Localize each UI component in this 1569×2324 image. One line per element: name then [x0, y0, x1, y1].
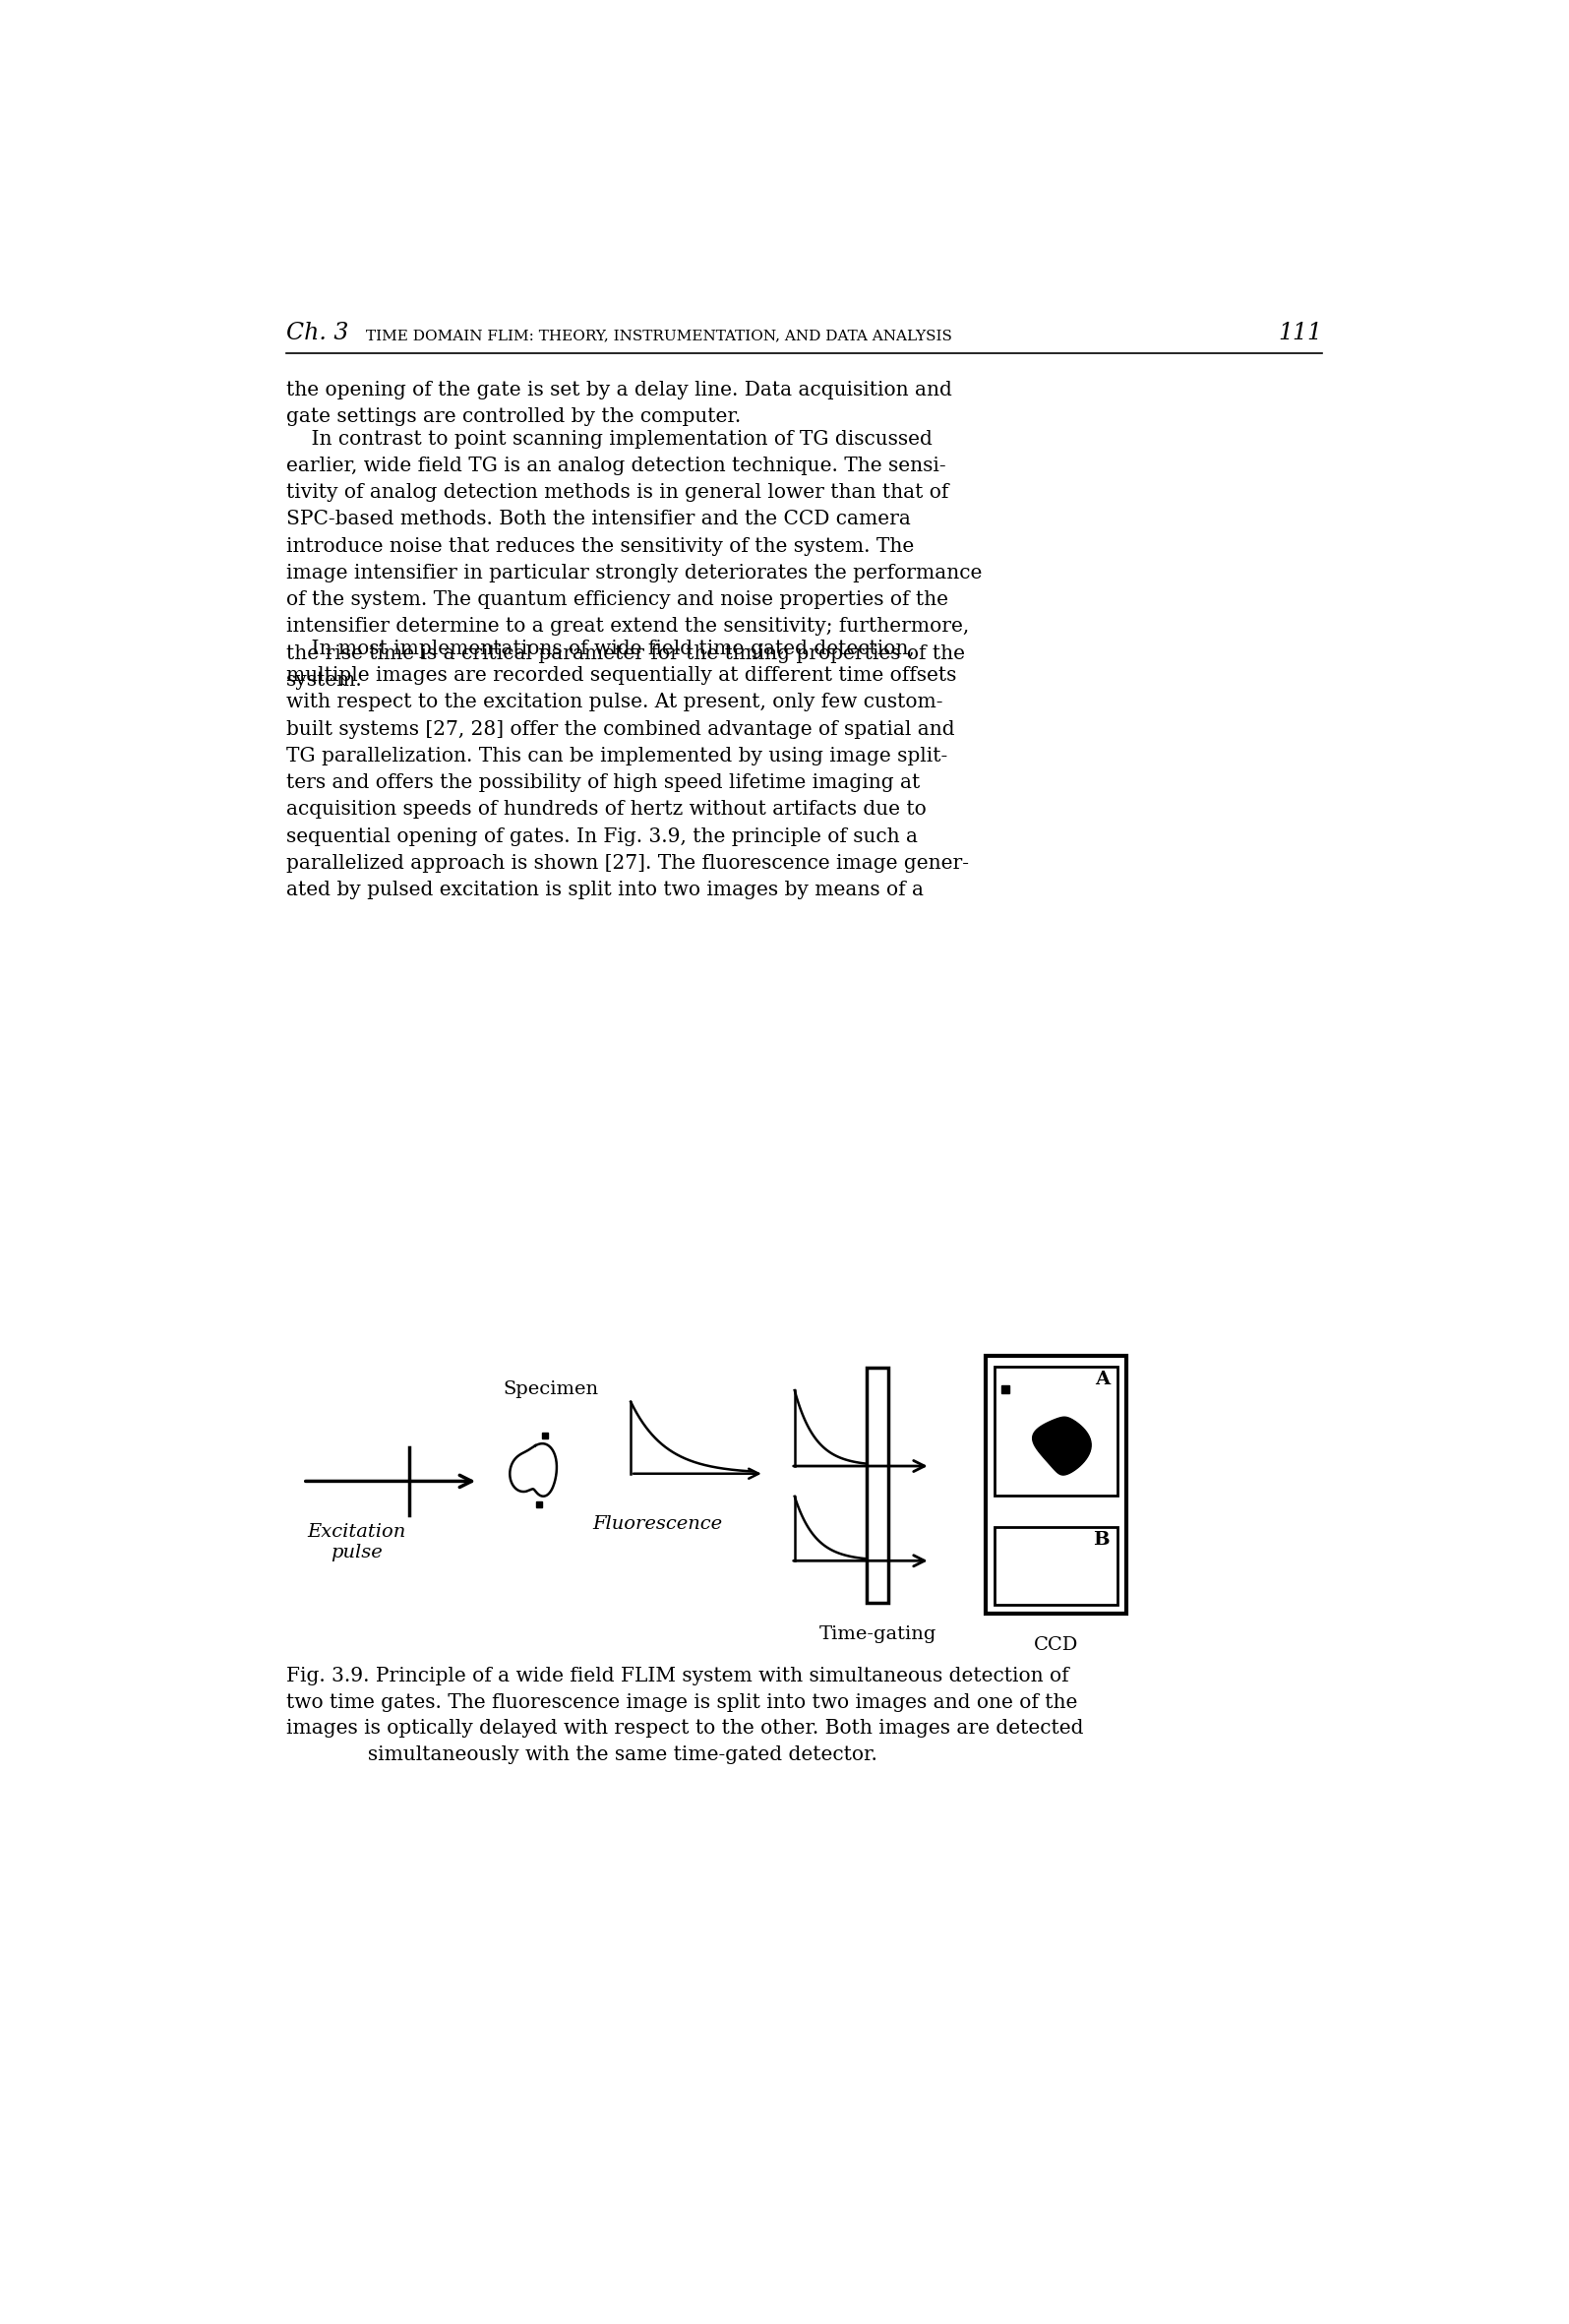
Text: B: B	[1094, 1532, 1109, 1548]
Text: Ch. 3: Ch. 3	[286, 321, 348, 344]
Text: Fluorescence: Fluorescence	[593, 1515, 722, 1534]
Text: Specimen: Specimen	[502, 1380, 598, 1397]
Text: Time-gating: Time-gating	[819, 1624, 937, 1643]
Bar	[995, 1367, 1117, 1494]
Text: CCD: CCD	[1034, 1636, 1078, 1655]
Text: Excitation
pulse: Excitation pulse	[308, 1522, 405, 1562]
Bar	[995, 1527, 1117, 1604]
Text: In most implementations of wide field time-gated detection,
multiple images are : In most implementations of wide field ti…	[286, 639, 968, 899]
Polygon shape	[1032, 1418, 1090, 1476]
Text: the opening of the gate is set by a delay line. Data acquisition and
gate settin: the opening of the gate is set by a dela…	[286, 381, 952, 425]
Text: 111: 111	[1277, 321, 1323, 344]
Bar	[985, 1357, 1127, 1613]
Text: In contrast to point scanning implementation of TG discussed
earlier, wide field: In contrast to point scanning implementa…	[286, 430, 982, 690]
Bar	[868, 1367, 888, 1604]
Text: A: A	[1095, 1371, 1109, 1387]
Text: Fig. 3.9. Principle of a wide field FLIM system with simultaneous detection of
t: Fig. 3.9. Principle of a wide field FLIM…	[286, 1666, 1083, 1764]
Text: TIME DOMAIN FLIM: THEORY, INSTRUMENTATION, AND DATA ANALYSIS: TIME DOMAIN FLIM: THEORY, INSTRUMENTATIO…	[366, 328, 952, 342]
